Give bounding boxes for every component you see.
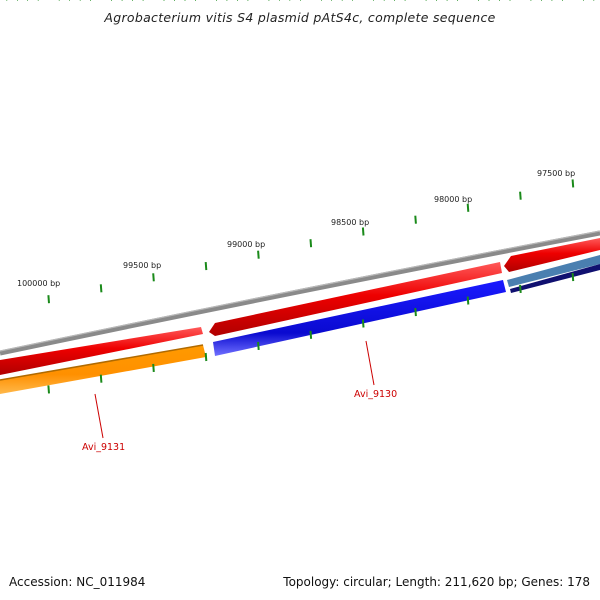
undefined-major bbox=[309, 330, 313, 339]
undefined-major bbox=[519, 191, 522, 200]
gene-avi-9131-forward[interactable] bbox=[0, 327, 203, 375]
scale-label-98000: 98000 bp bbox=[434, 195, 472, 204]
undefined-major bbox=[519, 284, 522, 293]
scale-label-99000: 99000 bp bbox=[227, 240, 265, 249]
accession-text: Accession: NC_011984 bbox=[9, 575, 146, 589]
undefined-major bbox=[257, 341, 260, 350]
gene-reverse-right-navy[interactable] bbox=[510, 264, 600, 293]
gene-label-avi-9130[interactable]: Avi_9130 bbox=[354, 389, 397, 400]
gene-avi-9131-reverse-edge bbox=[0, 344, 204, 381]
backbone-ring-highlight bbox=[0, 230, 600, 352]
scale-label-97500: 97500 bp bbox=[537, 169, 575, 178]
undefined-major bbox=[466, 296, 470, 305]
backbone-ring bbox=[0, 230, 600, 356]
scale-label-99500: 99500 bp bbox=[123, 261, 161, 270]
undefined-major bbox=[99, 374, 103, 383]
map-title: Agrobacterium vitis S4 plasmid pAtS4c, c… bbox=[104, 10, 496, 25]
undefined-major bbox=[466, 203, 470, 212]
undefined-major bbox=[414, 215, 417, 224]
undefined-major bbox=[361, 319, 365, 328]
gene-label-avi-9131-leader bbox=[94, 393, 104, 439]
undefined-major bbox=[152, 273, 155, 282]
gene-avi-9130-reverse[interactable] bbox=[213, 280, 506, 356]
undefined-major bbox=[309, 239, 313, 248]
undefined-major bbox=[204, 262, 208, 271]
gene-avi-9131-reverse[interactable] bbox=[0, 345, 206, 394]
gene-label-avi-9130-leader bbox=[365, 340, 375, 386]
undefined-major bbox=[571, 273, 575, 282]
undefined-major bbox=[152, 363, 155, 372]
scale-label-98500: 98500 bp bbox=[331, 218, 369, 227]
gene-label-avi-9131[interactable]: Avi_9131 bbox=[82, 442, 125, 453]
undefined-major bbox=[571, 179, 575, 188]
undefined-major bbox=[47, 385, 50, 394]
undefined-major bbox=[47, 295, 50, 304]
undefined-major bbox=[414, 308, 417, 317]
scale-ticks-outer bbox=[6, 0, 595, 304]
undefined-major bbox=[257, 250, 260, 259]
topology-summary: Topology: circular; Length: 211,620 bp; … bbox=[283, 575, 590, 589]
gene-avi-9130-forward[interactable] bbox=[209, 262, 502, 336]
undefined-major bbox=[361, 227, 365, 236]
gene-reverse-right-steelblue[interactable] bbox=[507, 255, 600, 287]
undefined-major bbox=[204, 352, 208, 362]
scale-label-100000: 100000 bp bbox=[17, 279, 60, 288]
gene-forward-right[interactable] bbox=[504, 238, 600, 272]
undefined-major bbox=[99, 284, 103, 293]
scale-ticks-inner bbox=[6, 0, 595, 394]
